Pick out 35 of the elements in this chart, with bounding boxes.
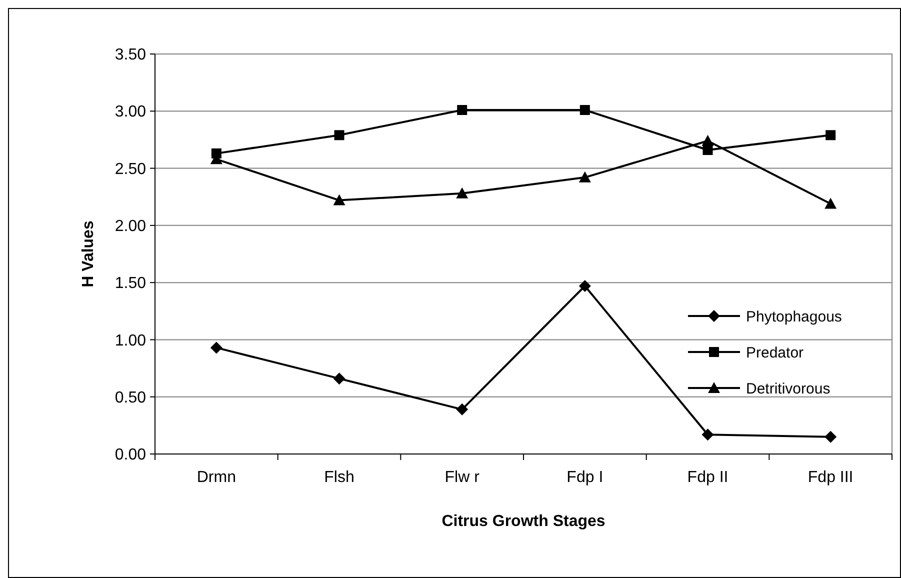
point — [824, 198, 837, 209]
legend-label: Detritivorous — [746, 380, 830, 398]
y-tick-label: 2.00 — [114, 218, 146, 236]
point — [702, 134, 714, 146]
point — [333, 372, 346, 385]
point — [456, 187, 468, 198]
x-tick-label: Fdp III — [808, 469, 854, 486]
point — [333, 194, 346, 206]
x-tick-label: Flw r — [444, 469, 480, 486]
point — [826, 130, 836, 140]
y-tick-label: 0.00 — [114, 446, 146, 464]
point — [210, 342, 222, 354]
point — [824, 430, 837, 443]
legend-label: Predator — [746, 344, 804, 362]
x-tick-label: Fdp II — [687, 469, 728, 486]
y-tick-label: 1.50 — [114, 275, 146, 292]
point — [580, 105, 590, 115]
y-tick-label: 2.50 — [114, 160, 146, 178]
point — [578, 280, 591, 292]
x-tick-label: Fdp I — [566, 469, 604, 486]
y-tick-label: 0.50 — [114, 389, 146, 406]
point — [702, 145, 713, 155]
y-tick-label: 3.50 — [114, 46, 146, 64]
x-tick-label: Drmn — [196, 469, 236, 486]
point — [578, 171, 591, 182]
x-tick-label: Flsh — [324, 469, 354, 486]
y-tick-label: 1.00 — [114, 332, 146, 350]
y-tick-label: 3.00 — [114, 104, 146, 121]
y-axis-title: H Values — [80, 220, 97, 288]
point — [457, 105, 468, 115]
x-axis-title: Citrus Growth Stages — [442, 513, 606, 530]
point — [334, 130, 344, 140]
point — [702, 428, 714, 441]
point — [456, 403, 468, 416]
legend-label: Phytophagous — [746, 308, 842, 326]
